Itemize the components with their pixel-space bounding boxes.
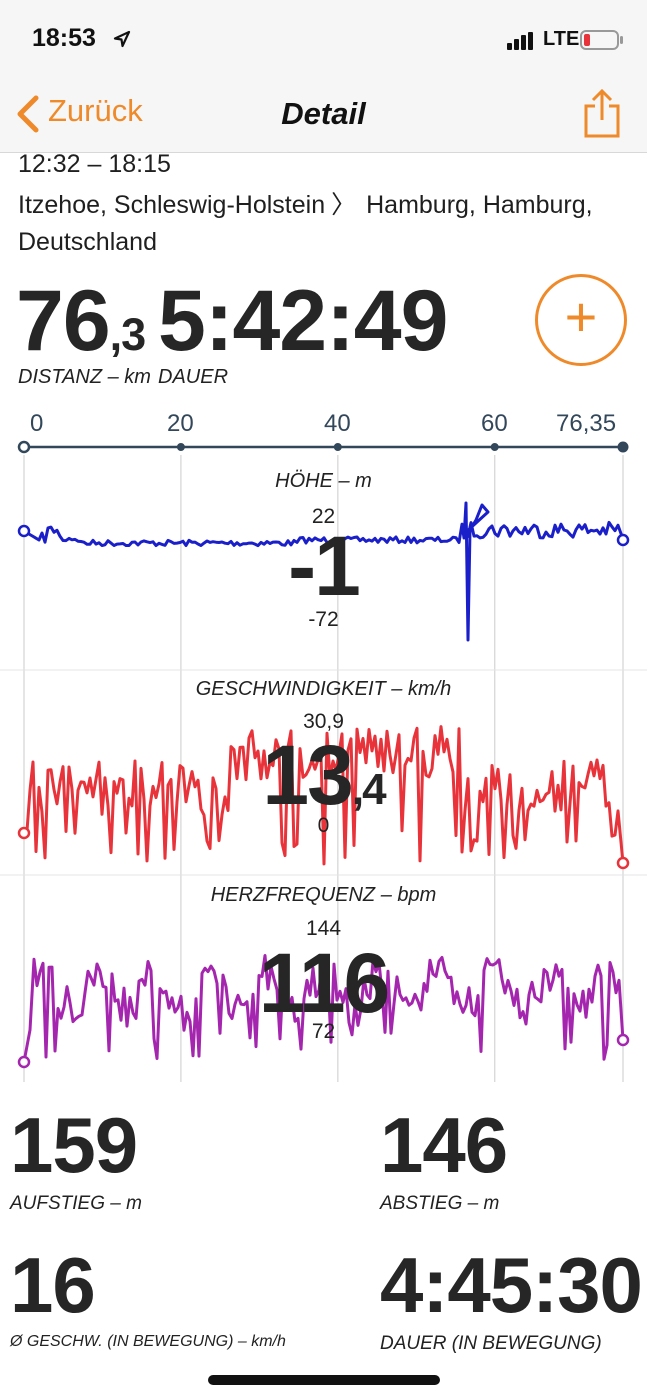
speed-current: 13,4 xyxy=(262,728,386,822)
share-icon[interactable] xyxy=(582,88,622,140)
route-separator-icon: 〉 xyxy=(331,191,357,219)
heart-rate-start-marker xyxy=(17,1055,31,1069)
duration-caption: DAUER xyxy=(158,366,229,388)
km-label-end: 76,35 xyxy=(556,410,617,437)
route-to: Hamburg, Hamburg, xyxy=(366,191,593,219)
avg-speed-value: 16 xyxy=(10,1241,96,1329)
avg-speed-caption: Ø GESCHW. (IN BEWEGUNG) – km/h xyxy=(10,1333,286,1350)
speed-title: GESCHWINDIGKEIT – km/h xyxy=(195,678,452,700)
status-bar xyxy=(0,0,647,80)
speed-start-marker xyxy=(17,826,31,840)
descent-caption: ABSTIEG – m xyxy=(380,1193,500,1214)
elevation-max: 22 xyxy=(311,505,336,528)
km-tick-4 xyxy=(617,441,629,453)
status-time: 18:53 xyxy=(32,24,96,52)
back-button[interactable]: Zurück xyxy=(48,93,143,128)
km-label-20: 20 xyxy=(167,410,194,437)
navigation-bar xyxy=(0,80,647,153)
elevation-title: HÖHE – m xyxy=(275,470,372,492)
elevation-start-marker xyxy=(17,524,31,538)
duration-value: 5:42:49 xyxy=(158,273,448,369)
elevation-current: -1 xyxy=(288,519,361,613)
plus-icon: + xyxy=(564,285,598,348)
location-arrow-icon xyxy=(113,30,131,48)
km-label-40: 40 xyxy=(324,410,351,437)
speed-end-marker xyxy=(616,856,630,870)
km-label-0: 0 xyxy=(30,410,44,437)
elevation-line xyxy=(23,501,625,642)
chevron-left-icon[interactable] xyxy=(14,94,42,134)
activity-time-range: 12:32 – 18:15 xyxy=(18,150,171,178)
heart-rate-end-marker xyxy=(616,1033,630,1047)
km-tick-3 xyxy=(490,443,499,451)
speed-min: 0 xyxy=(317,814,330,837)
distance-value: 76,3 xyxy=(16,273,146,369)
distance-caption: DISTANZ – km xyxy=(18,366,151,388)
network-label: LTE xyxy=(543,28,580,50)
speed-max: 30,9 xyxy=(303,710,344,733)
battery-icon xyxy=(580,30,623,50)
signal-icon xyxy=(507,32,533,50)
heart-rate-max: 144 xyxy=(305,917,342,940)
ascent-value: 159 xyxy=(10,1101,138,1189)
route-description: Itzehoe, Schleswig-Holstein 〉 Hamburg, Ham… xyxy=(18,187,628,261)
route-country: Deutschland xyxy=(18,228,157,256)
km-tick-2 xyxy=(333,443,342,451)
page-title: Detail xyxy=(281,96,366,131)
heart-rate-current: 116 xyxy=(258,936,391,1030)
km-tick-1 xyxy=(176,443,185,451)
speed-line xyxy=(23,725,625,866)
elevation-end-marker xyxy=(616,533,630,547)
descent-value: 146 xyxy=(380,1101,508,1189)
add-button[interactable]: + xyxy=(535,274,627,366)
route-from: Itzehoe, Schleswig-Holstein xyxy=(18,191,326,219)
heart-rate-line xyxy=(22,954,625,1063)
elevation-min: -72 xyxy=(308,608,339,631)
moving-duration-caption: DAUER (IN BEWEGUNG) xyxy=(380,1333,602,1354)
km-tick-0 xyxy=(17,440,31,454)
home-indicator[interactable] xyxy=(208,1375,440,1385)
ascent-caption: AUFSTIEG – m xyxy=(10,1193,142,1214)
moving-duration-value: 4:45:30 xyxy=(380,1241,643,1329)
heart-rate-title: HERZFREQUENZ – bpm xyxy=(210,884,437,906)
km-label-60: 60 xyxy=(481,410,508,437)
heart-rate-min: 72 xyxy=(311,1020,336,1043)
